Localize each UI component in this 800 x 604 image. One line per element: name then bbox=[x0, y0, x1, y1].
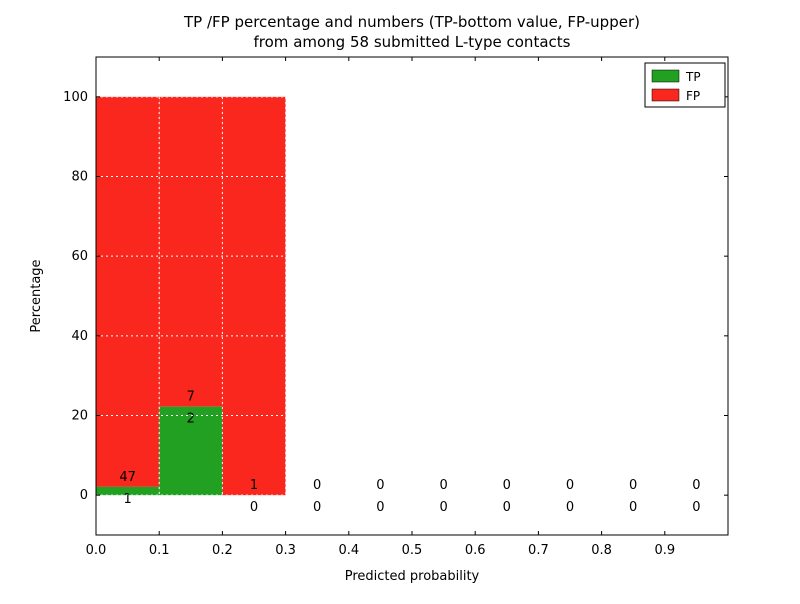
y-axis-label: Percentage bbox=[29, 259, 44, 332]
tp-count-label: 0 bbox=[692, 500, 700, 515]
tp-count-label: 0 bbox=[313, 500, 321, 515]
x-tick-label: 0.9 bbox=[654, 543, 675, 558]
fp-count-label: 47 bbox=[119, 470, 136, 485]
fp-count-label: 0 bbox=[503, 478, 511, 493]
x-tick-label: 0.1 bbox=[149, 543, 170, 558]
bars-group bbox=[96, 96, 286, 496]
x-tick-label: 0.7 bbox=[528, 543, 549, 558]
legend-label-fp: FP bbox=[686, 89, 700, 103]
y-tick-label: 100 bbox=[63, 90, 88, 105]
fp-count-label: 0 bbox=[629, 478, 637, 493]
x-tick-label: 0.6 bbox=[465, 543, 486, 558]
legend: TP FP bbox=[644, 62, 726, 108]
fp-count-label: 7 bbox=[187, 390, 195, 405]
legend-label-tp: TP bbox=[685, 70, 701, 84]
tp-count-label: 2 bbox=[187, 412, 195, 427]
x-tick-label: 0.5 bbox=[402, 543, 423, 558]
tp-count-label: 0 bbox=[566, 500, 574, 515]
legend-swatch-tp bbox=[651, 69, 680, 83]
fp-count-label: 0 bbox=[439, 478, 447, 493]
y-tick-label: 20 bbox=[71, 409, 88, 424]
plot-frame bbox=[95, 56, 729, 536]
bar-count-labels: 47 1 7 2 1 0 0 0 0 0 0 0 0 0 0 0 0 0 0 0 bbox=[119, 390, 700, 516]
x-tick-label: 0.0 bbox=[86, 543, 107, 558]
fp-count-label: 0 bbox=[566, 478, 574, 493]
tp-count-label: 1 bbox=[123, 492, 131, 507]
x-tick-label: 0.4 bbox=[338, 543, 359, 558]
x-tick-label: 0.2 bbox=[212, 543, 233, 558]
fp-count-label: 0 bbox=[313, 478, 321, 493]
y-tick-label: 80 bbox=[71, 170, 88, 185]
tp-count-label: 0 bbox=[376, 500, 384, 515]
bar-fp bbox=[222, 96, 286, 496]
grid bbox=[96, 96, 286, 496]
tp-count-label: 0 bbox=[439, 500, 447, 515]
fp-count-label: 1 bbox=[250, 478, 258, 493]
y-tick-label: 0 bbox=[80, 488, 88, 503]
tp-count-label: 0 bbox=[250, 500, 258, 515]
x-tick-label: 0.8 bbox=[591, 543, 612, 558]
fp-count-label: 0 bbox=[376, 478, 384, 493]
legend-swatch-fp bbox=[651, 88, 680, 102]
x-tick-labels: 0.0 0.1 0.2 0.3 0.4 0.5 0.6 0.7 0.8 0.9 bbox=[86, 543, 675, 558]
x-tick-label: 0.3 bbox=[275, 543, 296, 558]
bar-fp bbox=[96, 96, 160, 487]
chart-title-line1: TP /FP percentage and numbers (TP-bottom… bbox=[183, 13, 640, 31]
y-tick-label: 60 bbox=[71, 249, 88, 264]
y-tick-labels: 0 20 40 60 80 100 bbox=[63, 90, 88, 503]
fp-count-label: 0 bbox=[692, 478, 700, 493]
bar-tp bbox=[159, 406, 223, 496]
tp-count-label: 0 bbox=[629, 500, 637, 515]
x-axis-label: Predicted probability bbox=[345, 569, 480, 584]
tp-count-label: 0 bbox=[503, 500, 511, 515]
y-tick-label: 40 bbox=[71, 329, 88, 344]
bar-tp bbox=[96, 486, 160, 496]
bar-fp bbox=[159, 96, 223, 407]
chart-title-line2: from among 58 submitted L-type contacts bbox=[254, 33, 571, 51]
